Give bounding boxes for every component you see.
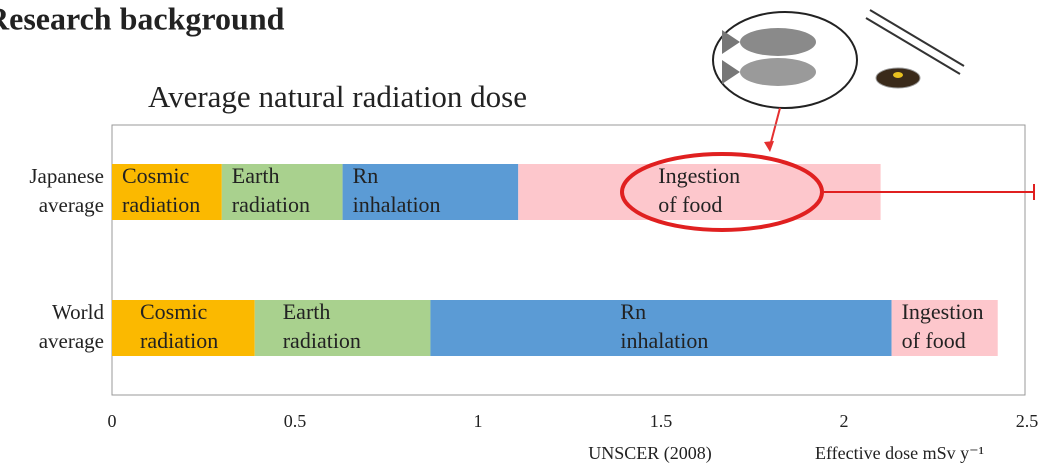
slide-title: Research background <box>0 0 285 36</box>
arrowhead <box>764 141 774 152</box>
chart-subtitle: Average natural radiation dose <box>148 79 527 114</box>
x-tick-label: 1.5 <box>650 411 673 431</box>
x-tick-label: 1 <box>474 411 483 431</box>
slide: Research background Average natural radi… <box>0 0 1038 471</box>
x-tick-label: 2.5 <box>1016 411 1038 431</box>
x-tick-label: 2 <box>840 411 849 431</box>
x-axis-label: Effective dose mSv y⁻¹ <box>815 443 984 463</box>
fish-illustration <box>713 12 857 108</box>
arrow <box>770 108 780 146</box>
source-note: UNSCER (2008) <box>588 443 712 464</box>
x-tick-label: 0.5 <box>284 411 307 431</box>
x-tick-label: 0 <box>108 411 117 431</box>
chopsticks-illustration <box>866 10 964 88</box>
